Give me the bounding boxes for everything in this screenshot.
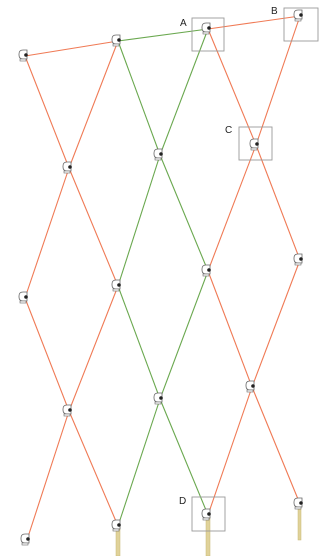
clamp-node-icon <box>18 49 28 62</box>
cable-orange <box>26 410 70 541</box>
top-cable-orange <box>207 15 301 30</box>
clamp-node-icon <box>62 404 72 417</box>
highlight-box-c <box>238 126 273 161</box>
top-cable-orange <box>24 40 119 57</box>
top-cable-green <box>117 28 209 42</box>
clamp-node-icon <box>111 34 121 47</box>
cable-orange <box>207 28 257 146</box>
clamp-node-icon <box>111 279 121 292</box>
label-d: D <box>179 496 187 507</box>
highlight-box-a <box>191 17 225 52</box>
cable-green <box>159 154 209 272</box>
label-c: C <box>225 125 233 136</box>
cable-green <box>117 154 161 287</box>
cable-orange <box>24 167 70 299</box>
cable-green <box>117 40 161 156</box>
clamp-nodes <box>18 9 303 546</box>
cable-orange <box>207 270 253 388</box>
clamp-node-icon <box>249 138 259 151</box>
cable-orange <box>68 285 119 412</box>
cable-orange <box>207 386 253 516</box>
cable-orange <box>251 259 301 388</box>
pole-stub <box>205 516 211 556</box>
clamp-node-icon <box>62 161 72 174</box>
cable-orange <box>24 297 70 412</box>
cable-orange <box>68 410 119 527</box>
cable-orange <box>68 40 119 169</box>
cable-orange <box>251 386 301 505</box>
cable-orange <box>255 15 301 146</box>
cable-green <box>159 270 209 400</box>
clamp-node-icon <box>111 519 121 532</box>
cable-orange <box>24 55 70 169</box>
clamp-node-icon <box>201 508 211 521</box>
label-b: B <box>271 6 278 17</box>
clamp-node-icon <box>201 264 211 277</box>
clamp-node-icon <box>153 392 163 405</box>
pole-stub <box>297 504 302 541</box>
cable-orange <box>255 144 301 261</box>
label-a: A <box>180 18 187 29</box>
cable-green <box>117 398 161 527</box>
clamp-node-icon <box>18 291 28 304</box>
clamp-node-icon <box>245 380 255 393</box>
clamp-node-icon <box>293 253 303 266</box>
clamp-node-icon <box>201 22 211 35</box>
cable-green <box>159 398 209 516</box>
cable-green <box>117 285 161 400</box>
clamp-node-icon <box>153 148 163 161</box>
highlight-box-d <box>191 496 226 532</box>
cable-orange <box>68 167 119 287</box>
cable-lines <box>24 15 301 541</box>
clamp-node-icon <box>20 533 30 546</box>
cable-green <box>159 28 209 156</box>
cable-orange <box>207 144 257 272</box>
clamp-node-icon <box>293 497 303 510</box>
clamp-node-icon <box>293 9 303 22</box>
highlight-boxes <box>191 7 319 532</box>
highlight-box-b <box>283 7 319 42</box>
